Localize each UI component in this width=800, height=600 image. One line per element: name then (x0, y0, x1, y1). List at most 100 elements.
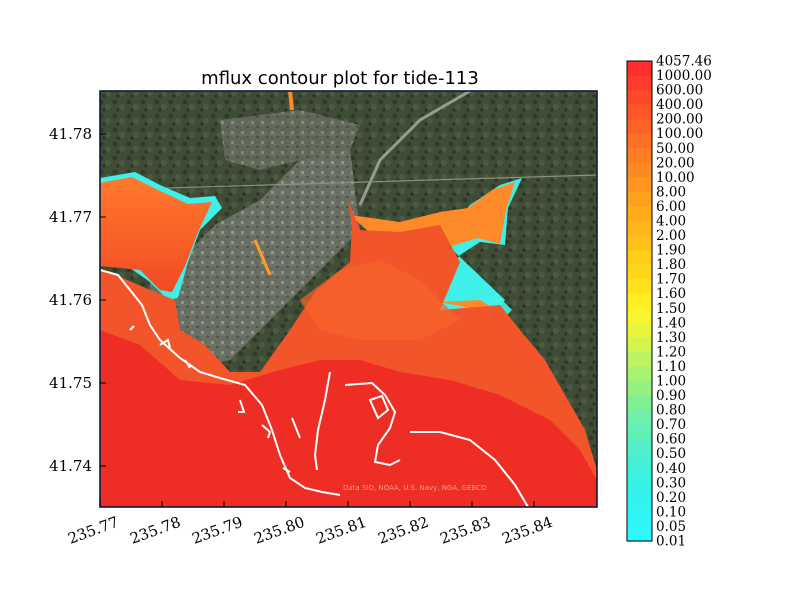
x-tick: 235.83 (438, 501, 493, 548)
colorbar-tick-label: 50.00 (656, 141, 695, 157)
colorbar-tick-label: 0.40 (656, 461, 686, 477)
svg-text:235.83: 235.83 (438, 513, 493, 548)
colorbar-band (627, 90, 652, 106)
x-tick: 235.81 (314, 501, 369, 548)
svg-text:41.75: 41.75 (49, 374, 92, 392)
svg-text:235.81: 235.81 (314, 513, 369, 548)
colorbar-band (627, 366, 652, 382)
colorbar-band (627, 177, 652, 193)
colorbar-tick-label: 400.00 (656, 97, 703, 113)
colorbar-tick-label: 10.00 (656, 170, 695, 186)
colorbar-band (627, 61, 652, 77)
colorbar: 4057.461000.00600.00400.00200.00100.0050… (626, 54, 712, 550)
colorbar-tick-label: 1000.00 (656, 68, 712, 84)
colorbar-tick-label: 0.90 (656, 388, 686, 404)
x-tick: 235.80 (252, 501, 307, 548)
town-area (150, 150, 360, 365)
svg-text:235.84: 235.84 (500, 513, 555, 548)
y-tick: 41.76 (49, 291, 106, 309)
colorbar-band (627, 191, 652, 208)
colorbar-tick-label: 6.00 (656, 199, 686, 215)
colorbar-band (627, 381, 652, 397)
colorbar-band (627, 497, 652, 513)
svg-text:235.79: 235.79 (190, 513, 245, 548)
colorbar-band (627, 221, 652, 237)
highway (358, 91, 471, 206)
colorbar-band (627, 162, 652, 178)
y-tick: 41.74 (49, 457, 106, 475)
colorbar-tick-label: 0.20 (656, 490, 686, 506)
svg-text:41.74: 41.74 (49, 457, 92, 475)
colorbar-band (627, 337, 652, 353)
colorbar-band (627, 526, 652, 542)
colorbar-tick-label: 0.01 (656, 534, 686, 550)
colorbar-band (627, 322, 652, 338)
colorbar-tick-label: 600.00 (656, 83, 703, 99)
svg-text:41.76: 41.76 (49, 291, 92, 309)
colorbar-tick-label: 0.10 (656, 504, 686, 520)
colorbar-tick-label: 1.10 (656, 359, 686, 375)
shoreline (100, 269, 529, 507)
colorbar-bands (627, 61, 652, 542)
colorbar-tick-label: 100.00 (656, 126, 703, 142)
river-channel-lower (253, 239, 272, 276)
bay-shallow (100, 177, 212, 292)
colorbar-tick-label: 0.80 (656, 403, 686, 419)
colorbar-tick-label: 0.05 (656, 519, 686, 535)
svg-text:41.77: 41.77 (49, 208, 92, 226)
colorbar-tick-label: 20.00 (656, 155, 695, 171)
colorbar-band (627, 279, 652, 295)
colorbar-tick-label: 1.80 (656, 257, 686, 273)
colorbar-band (627, 119, 652, 135)
colorbar-band (627, 250, 652, 266)
town-area-north (220, 110, 360, 170)
plot-title: mflux contour plot for tide-113 (201, 68, 479, 89)
colorbar-band (627, 206, 652, 222)
x-tick: 235.82 (376, 501, 431, 548)
colorbar-band (627, 395, 652, 411)
colorbar-tick-label: 0.70 (656, 417, 686, 433)
colorbar-tick-label: 8.00 (656, 184, 686, 200)
colorbar-band (627, 351, 652, 368)
colorbar-band (627, 235, 652, 251)
colorbar-tick-label: 1.70 (656, 272, 686, 288)
colorbar-tick-label: 0.60 (656, 432, 686, 448)
colorbar-band (627, 439, 652, 455)
x-tick: 235.77 (66, 501, 121, 548)
colorbar-band (627, 104, 652, 120)
colorbar-tick-label: 2.00 (656, 228, 686, 244)
map-panel: Data SIO, NOAA, U.S. Navy, NGA, GEBCO (100, 91, 597, 507)
colorbar-tick-label: 1.20 (656, 344, 686, 360)
y-tick: 41.75 (49, 374, 106, 392)
colorbar-band (627, 133, 652, 149)
colorbar-tick-label: 1.00 (656, 374, 686, 390)
colorbar-tick-label: 4057.46 (656, 54, 712, 70)
colorbar-frame (626, 60, 653, 542)
colorbar-band (627, 264, 652, 280)
colorbar-tick-label: 0.50 (656, 446, 686, 462)
svg-text:235.77: 235.77 (66, 513, 121, 548)
x-axis: 235.77 235.78 235.79 235.80 235.81 235.8… (66, 501, 555, 548)
svg-text:41.78: 41.78 (49, 125, 92, 143)
colorbar-tick-label: 1.50 (656, 301, 686, 317)
svg-text:235.80: 235.80 (252, 513, 307, 548)
colorbar-tick-label: 4.00 (656, 214, 686, 230)
river-channel (288, 91, 294, 111)
x-tick: 235.84 (500, 501, 555, 548)
colorbar-band (627, 293, 652, 309)
y-tick: 41.77 (49, 208, 106, 226)
bay-deep (100, 330, 597, 507)
y-tick: 41.78 (49, 125, 106, 143)
colorbar-tick-label: 0.30 (656, 475, 686, 491)
colorbar-band (627, 468, 652, 484)
colorbar-tick-label: 1.40 (656, 315, 686, 331)
svg-text:235.82: 235.82 (376, 513, 431, 548)
x-tick: 235.79 (190, 501, 245, 548)
colorbar-band (627, 148, 652, 164)
colorbar-band (627, 424, 652, 440)
map-attribution: Data SIO, NOAA, U.S. Navy, NGA, GEBCO (343, 484, 487, 492)
y-axis: 41.74 41.75 41.76 41.77 41.78 (49, 125, 106, 475)
colorbar-tick-label: 200.00 (656, 112, 703, 128)
colorbar-labels: 4057.461000.00600.00400.00200.00100.0050… (656, 54, 712, 550)
